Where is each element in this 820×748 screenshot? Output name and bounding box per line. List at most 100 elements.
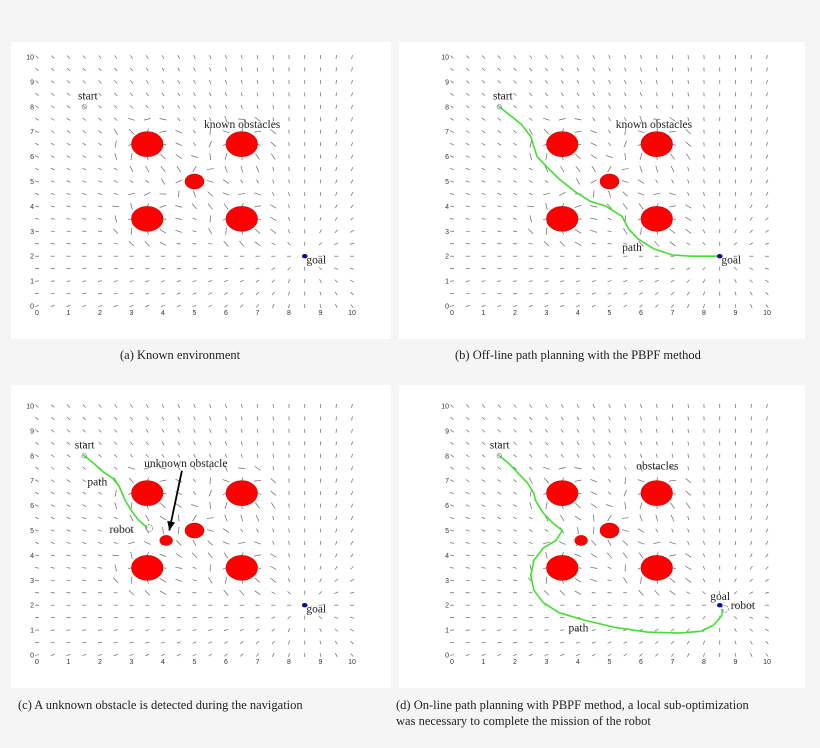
x-tick-label: 9 — [734, 310, 738, 317]
x-tick-label: 1 — [67, 659, 71, 666]
plot-d: 0 1 2 3 4 5 6 7 8 9 10 0 1 2 3 4 5 6 7 8 9 10 start obstacles pa… — [441, 404, 771, 667]
unknown-obstacle — [574, 535, 588, 546]
x-tick-label: 4 — [161, 310, 165, 317]
obstacle — [131, 131, 164, 157]
x-tick-label: 6 — [639, 310, 643, 317]
goal-marker — [716, 603, 723, 608]
y-tick-label: 0 — [445, 304, 449, 311]
obstacle — [640, 480, 673, 506]
y-tick-label: 6 — [30, 503, 34, 510]
x-tick-label: 8 — [702, 310, 706, 317]
y-tick-label: 0 — [30, 304, 34, 311]
robot-path — [83, 455, 148, 529]
y-tick-label: 7 — [445, 478, 449, 485]
annotation-start: start — [78, 90, 99, 102]
y-tick-label: 4 — [445, 204, 449, 211]
x-tick-label: 5 — [608, 310, 612, 317]
x-tick-label: 10 — [348, 310, 356, 317]
obstacle — [225, 206, 258, 232]
x-tick-label: 2 — [513, 310, 517, 317]
caption-d-line1: (d) On-line path planning with PBPF meth… — [396, 698, 749, 712]
y-tick-label: 7 — [445, 129, 449, 136]
annotation-start: start — [493, 90, 514, 102]
x-tick-label: 7 — [256, 659, 260, 666]
x-tick-label: 7 — [671, 310, 675, 317]
obstacle — [225, 480, 258, 506]
obstacle — [640, 555, 673, 581]
y-tick-label: 7 — [30, 478, 34, 485]
x-tick-label: 3 — [545, 310, 549, 317]
axes: 0 1 2 3 4 5 6 7 8 9 10 0 1 2 3 4 5 6 7 8 9 10 — [26, 55, 356, 318]
caption-b: (b) Off-line path planning with the PBPF… — [455, 348, 701, 362]
y-tick-label: 4 — [30, 204, 34, 211]
panel-c: 0 1 2 3 4 5 6 7 8 9 10 0 1 2 3 4 5 6 7 8 9 10 start unknown obs… — [11, 385, 391, 688]
x-tick-label: 6 — [224, 310, 228, 317]
y-tick-label: 1 — [30, 279, 34, 286]
robot-path — [498, 106, 720, 257]
obstacle — [546, 206, 579, 232]
y-tick-label: 8 — [30, 104, 34, 111]
y-tick-label: 0 — [30, 653, 34, 660]
obstacle — [225, 131, 258, 157]
axes: 0 1 2 3 4 5 6 7 8 9 10 0 1 2 3 4 5 6 7 8 9 10 — [441, 404, 771, 667]
x-tick-label: 2 — [513, 659, 517, 666]
x-tick-label: 6 — [639, 659, 643, 666]
panel-d: 0 1 2 3 4 5 6 7 8 9 10 0 1 2 3 4 5 6 7 8 9 10 start obstacles pa… — [399, 385, 805, 688]
annotation-start: start — [75, 439, 96, 451]
vector-field — [34, 54, 355, 309]
x-tick-label: 9 — [319, 659, 323, 666]
x-tick-label: 8 — [702, 659, 706, 666]
x-tick-label: 10 — [763, 310, 771, 317]
x-tick-label: 8 — [287, 659, 291, 666]
y-tick-label: 6 — [445, 154, 449, 161]
y-tick-label: 1 — [445, 628, 449, 635]
panel-a: 0 1 2 3 4 5 6 7 8 9 10 0 1 2 3 4 5 6 7 8 9 10 start known obsta… — [11, 42, 391, 339]
annotation-robot: robot — [109, 524, 134, 536]
x-tick-label: 0 — [450, 659, 454, 666]
obstacle — [131, 480, 164, 506]
unknown-obstacle — [159, 535, 173, 546]
y-tick-label: 4 — [445, 553, 449, 560]
x-tick-label: 0 — [450, 310, 454, 317]
x-tick-label: 4 — [161, 659, 165, 666]
y-tick-label: 0 — [445, 653, 449, 660]
y-tick-label: 8 — [30, 453, 34, 460]
axes: 0 1 2 3 4 5 6 7 8 9 10 0 1 2 3 4 5 6 7 8 9 10 — [26, 404, 356, 667]
plot-b: 0 1 2 3 4 5 6 7 8 9 10 0 1 2 3 4 5 6 7 8 9 10 start known obsta… — [441, 55, 771, 318]
y-tick-label: 8 — [445, 104, 449, 111]
y-tick-label: 5 — [445, 179, 449, 186]
x-tick-label: 7 — [256, 310, 260, 317]
obstacle — [184, 173, 205, 190]
obstacle — [184, 522, 205, 539]
annotation-path: path — [622, 242, 642, 254]
x-tick-label: 0 — [35, 310, 39, 317]
annotation-unknown-obstacle: unknown obstacle — [144, 458, 227, 470]
y-tick-label: 4 — [30, 553, 34, 560]
annotation-goal: goal — [306, 604, 326, 616]
obstacle — [546, 555, 579, 581]
start-marker — [81, 453, 87, 459]
y-tick-label: 2 — [445, 603, 449, 610]
start-marker — [496, 104, 502, 110]
obstacle — [640, 131, 673, 157]
x-tick-label: 9 — [734, 659, 738, 666]
caption-d-line2: was necessary to complete the mission of… — [396, 714, 651, 728]
x-tick-label: 5 — [193, 659, 197, 666]
goal-marker — [716, 254, 723, 259]
start-marker — [496, 453, 502, 459]
x-tick-label: 5 — [608, 659, 612, 666]
annotation-obstacles: obstacles — [636, 460, 679, 472]
y-tick-label: 2 — [445, 254, 449, 261]
y-tick-label: 6 — [445, 503, 449, 510]
y-tick-label: 5 — [30, 528, 34, 535]
arrow-head-icon — [167, 520, 176, 531]
obstacle — [546, 131, 579, 157]
obstacle — [546, 480, 579, 506]
annotation-known-obstacles: known obstacles — [616, 119, 693, 131]
annotation-goal: goal — [306, 255, 326, 267]
plot-a: 0 1 2 3 4 5 6 7 8 9 10 0 1 2 3 4 5 6 7 8 9 10 start known obsta… — [26, 54, 356, 318]
pointer-arrow — [168, 470, 183, 531]
y-tick-label: 5 — [445, 528, 449, 535]
x-tick-label: 10 — [348, 659, 356, 666]
caption-a: (a) Known environment — [120, 348, 241, 362]
